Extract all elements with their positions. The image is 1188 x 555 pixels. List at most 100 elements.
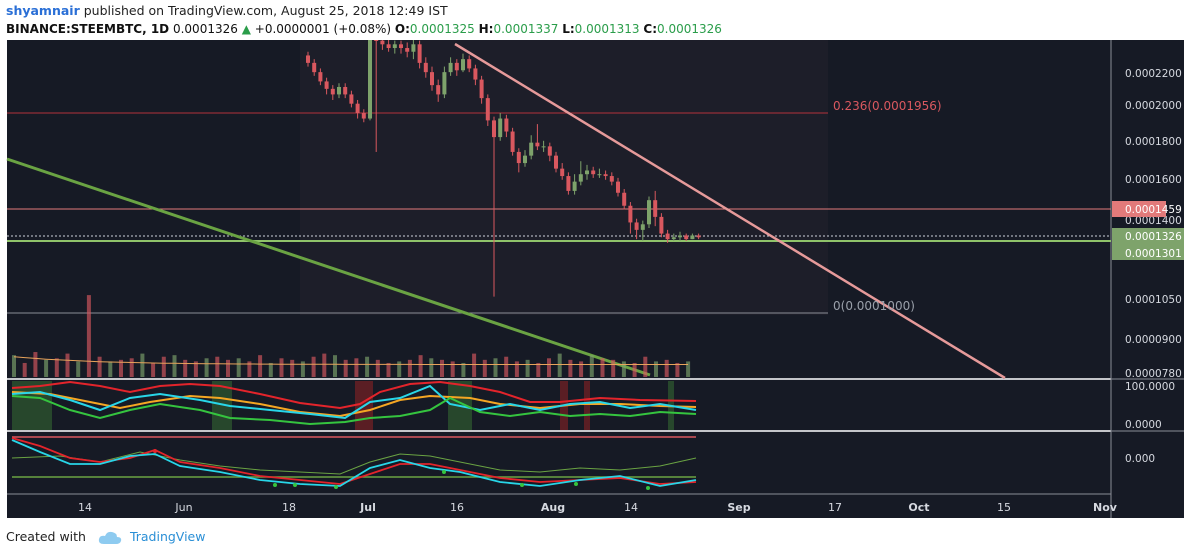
candle[interactable] (572, 181, 577, 191)
candle[interactable] (306, 55, 310, 63)
time-axis[interactable] (7, 494, 1111, 518)
candle[interactable] (597, 174, 602, 176)
candle[interactable] (448, 62, 453, 73)
y-tick: 0.0002000 (1125, 100, 1182, 112)
candle[interactable] (560, 168, 565, 177)
candle[interactable] (678, 235, 682, 238)
created-with-text: Created with (6, 529, 86, 544)
candle[interactable] (312, 62, 317, 73)
candle[interactable] (647, 200, 651, 225)
candle[interactable] (547, 146, 552, 156)
candle[interactable] (454, 62, 459, 71)
candle[interactable] (578, 174, 583, 182)
candle[interactable] (523, 155, 527, 164)
candle[interactable] (436, 85, 441, 95)
candle[interactable] (405, 48, 410, 52)
candle[interactable] (430, 72, 434, 86)
candle[interactable] (337, 86, 341, 95)
volume-bar (643, 356, 648, 377)
candle[interactable] (467, 59, 472, 69)
candle[interactable] (423, 62, 428, 73)
candle[interactable] (603, 174, 608, 177)
y-tick: 0.0001400 (1125, 215, 1182, 227)
candle[interactable] (318, 72, 323, 82)
author-name[interactable]: shyamnair (6, 3, 80, 18)
candle[interactable] (380, 40, 385, 45)
low-label: L: (562, 22, 575, 36)
candle[interactable] (665, 233, 670, 240)
volume-bar (236, 358, 241, 377)
x-tick: Sep (727, 501, 750, 514)
candle[interactable] (324, 81, 329, 89)
candle[interactable] (411, 44, 416, 52)
candle[interactable] (504, 118, 509, 132)
y-tick: 0.0000900 (1125, 334, 1182, 346)
candle[interactable] (461, 59, 465, 71)
candle[interactable] (361, 112, 366, 119)
candle[interactable] (442, 72, 447, 95)
volume-bar (183, 359, 188, 377)
candle[interactable] (392, 44, 397, 49)
candle[interactable] (616, 181, 620, 193)
candle[interactable] (609, 176, 614, 182)
candle[interactable] (696, 235, 701, 238)
osc1-signal-bar (12, 381, 52, 430)
candle[interactable] (628, 205, 633, 223)
candle[interactable] (585, 170, 589, 175)
candle[interactable] (541, 146, 546, 148)
candle[interactable] (417, 44, 422, 63)
candle[interactable] (473, 68, 478, 80)
candle[interactable] (529, 142, 534, 156)
osc2-signal-dot (293, 483, 297, 487)
volume-bar (472, 353, 477, 377)
highlight-zone (300, 40, 828, 315)
osc2-tick-0: 0.000 (1125, 453, 1155, 465)
candle[interactable] (498, 118, 503, 138)
candle[interactable] (479, 79, 484, 99)
volume-bar (151, 362, 156, 377)
volume-bar (322, 353, 327, 377)
green-trendline[interactable] (6, 157, 651, 377)
candle[interactable] (355, 103, 360, 113)
up-arrow-icon: ▲ (241, 22, 251, 36)
publish-text: published on TradingView.com, August 25,… (83, 3, 448, 18)
candle[interactable] (653, 200, 658, 217)
volume-bar (547, 358, 551, 377)
candle[interactable] (516, 151, 521, 164)
candle[interactable] (485, 98, 490, 121)
volume-bar (354, 358, 359, 377)
candle[interactable] (374, 40, 379, 41)
candle[interactable] (368, 40, 372, 119)
volume-bar (258, 355, 263, 377)
candle[interactable] (554, 155, 558, 169)
price-tag-resistance-text: 0.0001459 (1125, 204, 1182, 216)
price-axis[interactable] (1111, 40, 1184, 518)
x-tick: 17 (828, 501, 842, 514)
candle[interactable] (622, 192, 627, 206)
candle[interactable] (659, 216, 664, 234)
candle[interactable] (399, 44, 403, 49)
candle[interactable] (510, 131, 515, 152)
volume-bar (108, 361, 113, 377)
candle[interactable] (330, 88, 335, 95)
candle[interactable] (640, 224, 645, 230)
volume-bar (654, 361, 658, 377)
candle[interactable] (386, 44, 391, 49)
footer: Created with TradingView (6, 529, 205, 545)
candle[interactable] (349, 94, 354, 104)
candle[interactable] (591, 170, 596, 175)
candle[interactable] (684, 235, 689, 240)
volume-bar (418, 355, 423, 377)
candle[interactable] (343, 86, 348, 95)
volume-bar (44, 359, 49, 377)
candle[interactable] (535, 142, 540, 147)
candle[interactable] (671, 237, 676, 240)
oscillator-pane-1[interactable] (7, 380, 1111, 430)
tradingview-link[interactable]: TradingView (129, 529, 206, 544)
candle[interactable] (566, 176, 571, 191)
candle[interactable] (690, 235, 695, 240)
candle[interactable] (492, 120, 496, 138)
candle[interactable] (634, 222, 639, 230)
descending-trendline[interactable] (454, 42, 1006, 380)
